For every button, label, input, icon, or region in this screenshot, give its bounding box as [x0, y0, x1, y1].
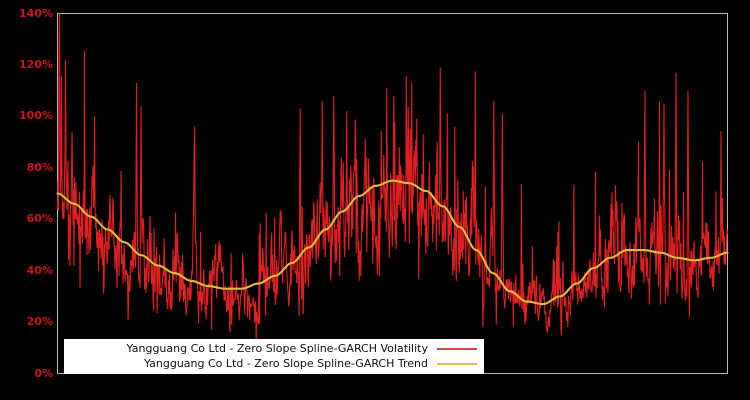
volatility-line	[56, 13, 729, 341]
series-volatility	[56, 13, 729, 341]
legend-swatch-volatility-icon	[437, 348, 477, 350]
y-axis-tick-label: 0%	[34, 366, 53, 380]
y-axis-tick-label: 80%	[26, 160, 53, 174]
y-axis-tick-label: 100%	[19, 109, 53, 123]
y-axis-tick-label: 40%	[26, 263, 53, 277]
y-axis-tick-label: 120%	[19, 57, 53, 71]
trend-line	[56, 179, 729, 306]
legend-label-volatility: Yangguang Co Ltd - Zero Slope Spline-GAR…	[126, 342, 428, 355]
legend-label-trend: Yangguang Co Ltd - Zero Slope Spline-GAR…	[143, 357, 428, 370]
legend-item-trend: Yangguang Co Ltd - Zero Slope Spline-GAR…	[65, 357, 483, 372]
y-axis-tick-label: 60%	[26, 212, 53, 226]
y-axis-tick-labels: 140% 120% 100% 80% 60% 40% 20% 0%	[0, 0, 53, 400]
y-axis-tick-label: 20%	[26, 315, 53, 329]
legend-swatch-trend-icon	[437, 363, 477, 365]
series-trend	[56, 179, 729, 306]
legend-item-volatility: Yangguang Co Ltd - Zero Slope Spline-GAR…	[65, 342, 483, 357]
y-axis-tick-label: 140%	[19, 6, 53, 20]
chart-legend: Yangguang Co Ltd - Zero Slope Spline-GAR…	[64, 339, 484, 374]
